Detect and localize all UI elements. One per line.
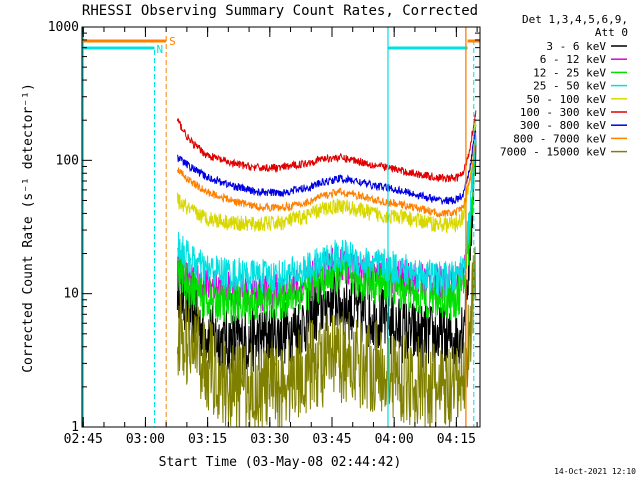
y-tick-label: 10 (63, 287, 79, 302)
legend-label-8: 7000 - 15000 keV (500, 146, 606, 159)
legend-label-2: 12 - 25 keV (533, 66, 606, 79)
x-axis: 02:45 03:00 03:15 03:30 03:45 04:00 04:15 (64, 27, 478, 447)
series-group (176, 110, 477, 427)
series-line-5 (176, 110, 477, 184)
saa-marker-label: S (169, 35, 176, 48)
x-tick-label: 03:15 (188, 432, 227, 447)
x-axis-label: Start Time (03-May-08 02:44:42) (159, 455, 402, 470)
series-line-8 (176, 246, 477, 427)
series-line-2 (176, 124, 477, 325)
series-line-6 (176, 130, 477, 205)
x-tick-label: 04:00 (375, 432, 414, 447)
footer-date: 14-Oct-2021 12:10 (554, 467, 636, 476)
legend-label-7: 800 - 7000 keV (513, 132, 606, 145)
x-tick-label: 04:15 (437, 432, 476, 447)
plot-frame (81, 26, 481, 428)
x-tick-label: 03:30 (250, 432, 289, 447)
legend-label-6: 300 - 800 keV (520, 119, 606, 132)
legend-label-1: 6 - 12 keV (540, 53, 607, 66)
series-line-7 (176, 141, 477, 218)
series-line-4 (176, 118, 477, 234)
chart-title: RHESSI Observing Summary Count Rates, Co… (82, 3, 478, 19)
legend-header-line-1: Det 1,3,4,5,6,9, (522, 13, 628, 26)
series-line-3 (176, 128, 477, 296)
legend-label-4: 50 - 100 keV (527, 93, 607, 106)
legend-label-0: 3 - 6 keV (546, 40, 606, 53)
x-tick-label: 02:45 (64, 432, 103, 447)
legend-label-5: 100 - 300 keV (520, 106, 606, 119)
y-tick-label: 1000 (48, 20, 79, 35)
marker-group: NS (82, 27, 480, 427)
x-tick-label: 03:45 (312, 432, 351, 447)
y-tick-label: 100 (56, 153, 79, 168)
y-axis-label: Corrected Count Rate (s⁻¹ detector⁻¹) (21, 83, 36, 373)
night-marker-label: N (157, 43, 164, 56)
legend-label-3: 25 - 50 keV (533, 80, 606, 93)
legend-header-line-2: Att 0 (595, 26, 628, 39)
x-tick-label: 03:00 (126, 432, 165, 447)
y-tick-label: 1 (71, 420, 79, 435)
y-axis: 1 10 100 1000 (48, 20, 480, 435)
